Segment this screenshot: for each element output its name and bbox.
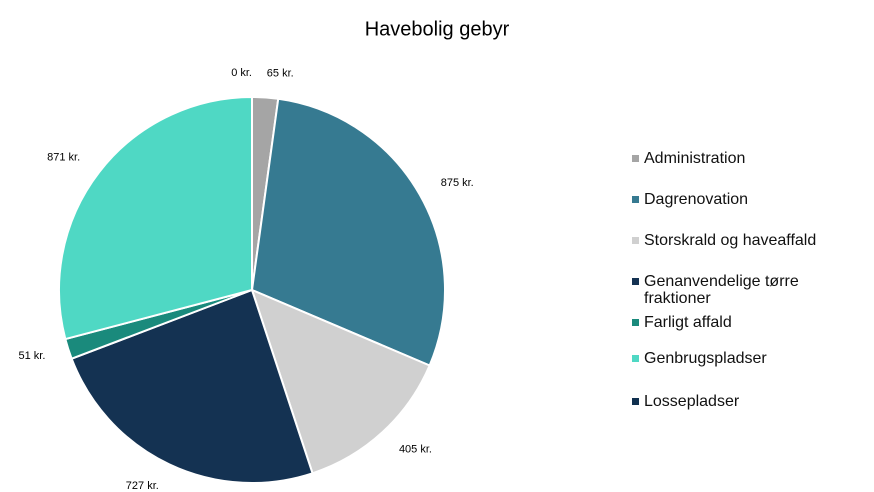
pie-slice [250, 288, 431, 475]
pie-slice [58, 95, 253, 341]
legend-label: Genanvendelige tørre fraktioner [644, 273, 799, 307]
pie-slice [70, 288, 314, 484]
data-label: 0 kr. [231, 67, 252, 79]
data-label: 51 kr. [18, 350, 45, 362]
legend-swatch [632, 355, 639, 362]
legend-item: Administration [632, 150, 847, 167]
pie-slice [250, 97, 446, 367]
legend-label: Storskrald og haveaffald [644, 232, 817, 249]
legend-label: Dagrenovation [644, 191, 749, 208]
legend-label: Genbrugspladser [644, 350, 767, 367]
chart-title: Havebolig gebyr [365, 18, 510, 40]
data-label: 871 kr. [47, 151, 80, 163]
legend-swatch [632, 237, 639, 244]
legend-item: Lossepladser [632, 393, 847, 410]
legend-swatch [632, 398, 639, 405]
legend-swatch [632, 278, 639, 285]
legend-label: Lossepladser [644, 393, 740, 410]
legend-item: Storskrald og haveaffald [632, 232, 847, 249]
legend-swatch [632, 196, 639, 203]
data-label: 875 kr. [441, 177, 474, 189]
legend-item: Farligt affald [632, 314, 847, 331]
legend-item: Genbrugspladser [632, 350, 847, 367]
data-label: 65 kr. [267, 67, 294, 79]
legend-swatch [632, 155, 639, 162]
legend-item: Genanvendelige tørre fraktioner [632, 273, 847, 307]
legend-label: Farligt affald [644, 314, 732, 331]
data-label: 727 kr. [126, 480, 159, 492]
legend-label: Administration [644, 150, 746, 167]
legend-swatch [632, 319, 639, 326]
data-label: 405 kr. [399, 444, 432, 456]
legend-item: Dagrenovation [632, 191, 847, 208]
